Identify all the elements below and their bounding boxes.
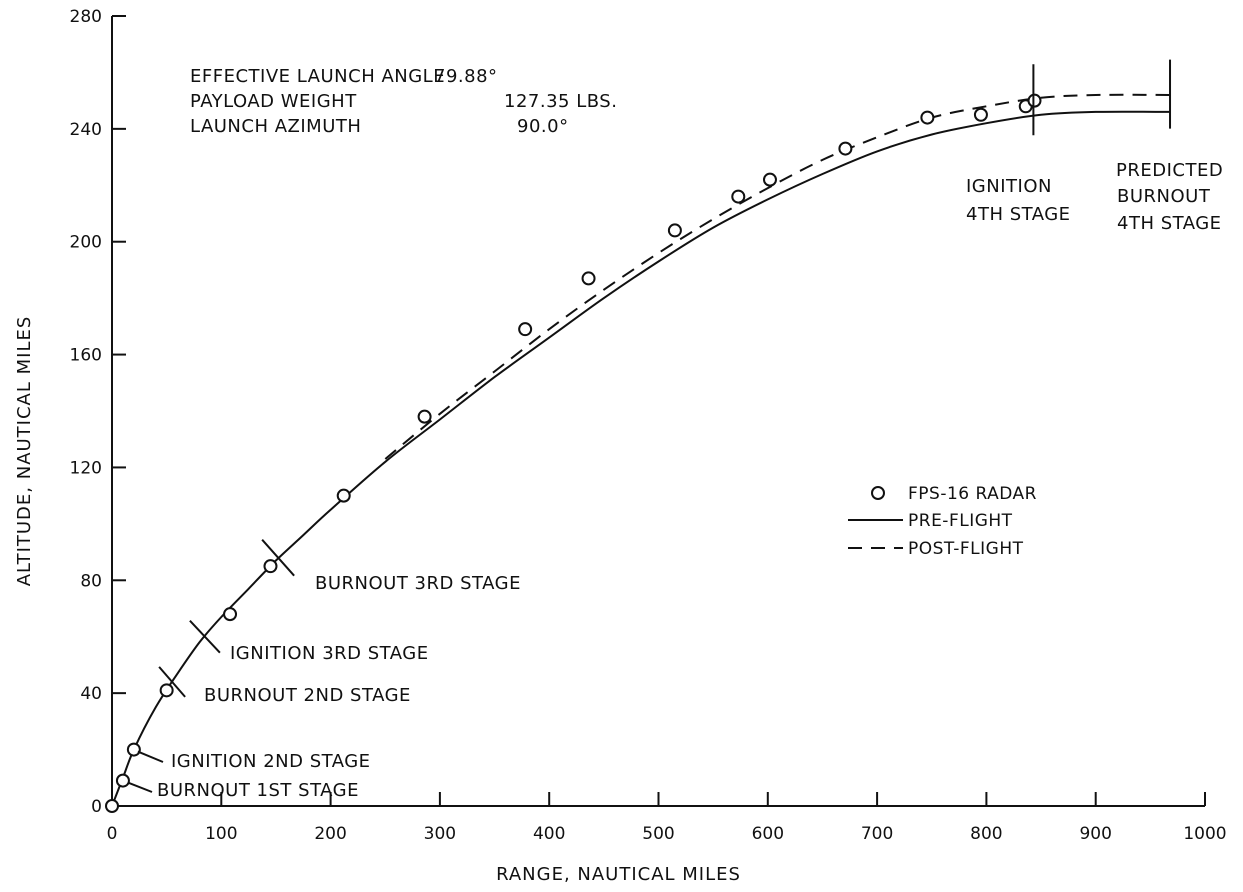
info-label-launch-angle: EFFECTIVE LAUNCH ANGLE bbox=[190, 66, 445, 87]
radar-point bbox=[581, 271, 596, 286]
y-tick-label-160: 160 bbox=[70, 346, 102, 366]
y-tick-label-40: 40 bbox=[80, 684, 102, 704]
legend: FPS-16 RADAR PRE-FLIGHT POST-FLIGHT bbox=[848, 484, 1037, 559]
y-tick-label-240: 240 bbox=[70, 120, 102, 140]
leader-line-ignition-2nd-stage bbox=[137, 750, 164, 763]
radar-point bbox=[762, 172, 777, 187]
info-value-launch-azimuth: 90.0° bbox=[517, 116, 569, 137]
y-tick-label-120: 120 bbox=[70, 458, 102, 478]
y-tick-label-200: 200 bbox=[70, 233, 102, 253]
legend-label-pre-flight: PRE-FLIGHT bbox=[908, 511, 1013, 531]
event-labels: BURNOUT 1ST STAGE IGNITION 2ND STAGE BUR… bbox=[157, 160, 1223, 801]
radar-point bbox=[336, 488, 351, 503]
x-tick-label-800: 800 bbox=[970, 824, 1002, 844]
radar-point bbox=[838, 141, 853, 156]
radar-point bbox=[973, 107, 988, 122]
event-label-ignition-2nd-stage: IGNITION 2ND STAGE bbox=[171, 751, 371, 772]
axes: 0 40 80 120 160 200 240 280 0 100 200 300 400 500 600… bbox=[70, 7, 1227, 844]
x-tick-label-100: 100 bbox=[205, 824, 237, 844]
x-tick-label-1000: 1000 bbox=[1183, 824, 1226, 844]
event-label-ignition-4th-stage-line2: 4TH STAGE bbox=[966, 204, 1071, 225]
radar-point bbox=[920, 110, 935, 125]
event-label-predicted-burnout-line2: BURNOUT bbox=[1117, 186, 1211, 207]
info-label-launch-azimuth: LAUNCH AZIMUTH bbox=[190, 116, 361, 137]
radar-point bbox=[731, 189, 746, 204]
radar-points bbox=[105, 93, 1042, 813]
y-tick-label-0: 0 bbox=[91, 797, 102, 817]
radar-point bbox=[667, 223, 682, 238]
x-tick-label-300: 300 bbox=[424, 824, 456, 844]
x-tick-label-400: 400 bbox=[533, 824, 565, 844]
x-tick-label-0: 0 bbox=[107, 824, 118, 844]
x-axis-title: RANGE, NAUTICAL MILES bbox=[496, 864, 741, 885]
legend-label-post-flight: POST-FLIGHT bbox=[908, 539, 1024, 559]
x-tick-label-200: 200 bbox=[314, 824, 346, 844]
x-tick-label-900: 900 bbox=[1079, 824, 1111, 844]
legend-marker-fps-16-radar bbox=[871, 486, 885, 500]
event-marks bbox=[127, 59, 1172, 793]
x-tick-label-600: 600 bbox=[752, 824, 784, 844]
y-tick-label-280: 280 bbox=[70, 7, 102, 27]
event-label-burnout-1st-stage: BURNOUT 1ST STAGE bbox=[157, 780, 359, 801]
radar-point bbox=[115, 773, 130, 788]
x-tick-label-500: 500 bbox=[642, 824, 674, 844]
radar-point bbox=[263, 559, 278, 574]
event-label-predicted-burnout-line3: 4TH STAGE bbox=[1117, 213, 1222, 234]
radar-point bbox=[159, 683, 174, 698]
y-axis-title: ALTITUDE, NAUTICAL MILES bbox=[14, 316, 35, 587]
info-value-payload-weight: 127.35 LBS. bbox=[504, 91, 617, 112]
event-tick-burnout-2nd-stage bbox=[158, 666, 186, 698]
event-label-ignition-4th-stage-line1: IGNITION bbox=[966, 176, 1052, 197]
event-tick-ignition-3rd-stage bbox=[189, 620, 221, 654]
radar-point bbox=[126, 742, 141, 757]
series-line-post-flight bbox=[384, 93, 1171, 460]
event-label-ignition-3rd-stage: IGNITION 3RD STAGE bbox=[230, 643, 429, 664]
x-tick-label-700: 700 bbox=[861, 824, 893, 844]
info-label-payload-weight: PAYLOAD WEIGHT bbox=[190, 91, 357, 112]
radar-point bbox=[518, 322, 533, 337]
leader-line-burnout-1st-stage bbox=[127, 781, 153, 793]
radar-point bbox=[1027, 93, 1042, 108]
event-label-predicted-burnout-line1: PREDICTED bbox=[1116, 160, 1223, 181]
event-tick-burnout-3rd-stage bbox=[261, 539, 295, 577]
event-label-burnout-2nd-stage: BURNOUT 2ND STAGE bbox=[204, 685, 411, 706]
radar-point bbox=[223, 607, 238, 622]
y-ticks: 0 40 80 120 160 200 240 280 bbox=[70, 7, 126, 817]
radar-point bbox=[105, 799, 119, 813]
launch-info: EFFECTIVE LAUNCH ANGLE 79.88° PAYLOAD WE… bbox=[190, 66, 617, 137]
y-tick-label-80: 80 bbox=[80, 571, 102, 591]
series-line-pre-flight bbox=[111, 110, 1171, 807]
legend-label-fps-16-radar: FPS-16 RADAR bbox=[908, 484, 1037, 504]
info-value-launch-angle: 79.88° bbox=[434, 66, 498, 87]
x-ticks: 0 100 200 300 400 500 600 700 800 900 1000 bbox=[107, 792, 1227, 844]
event-label-burnout-3rd-stage: BURNOUT 3RD STAGE bbox=[315, 573, 521, 594]
radar-point bbox=[417, 409, 432, 424]
